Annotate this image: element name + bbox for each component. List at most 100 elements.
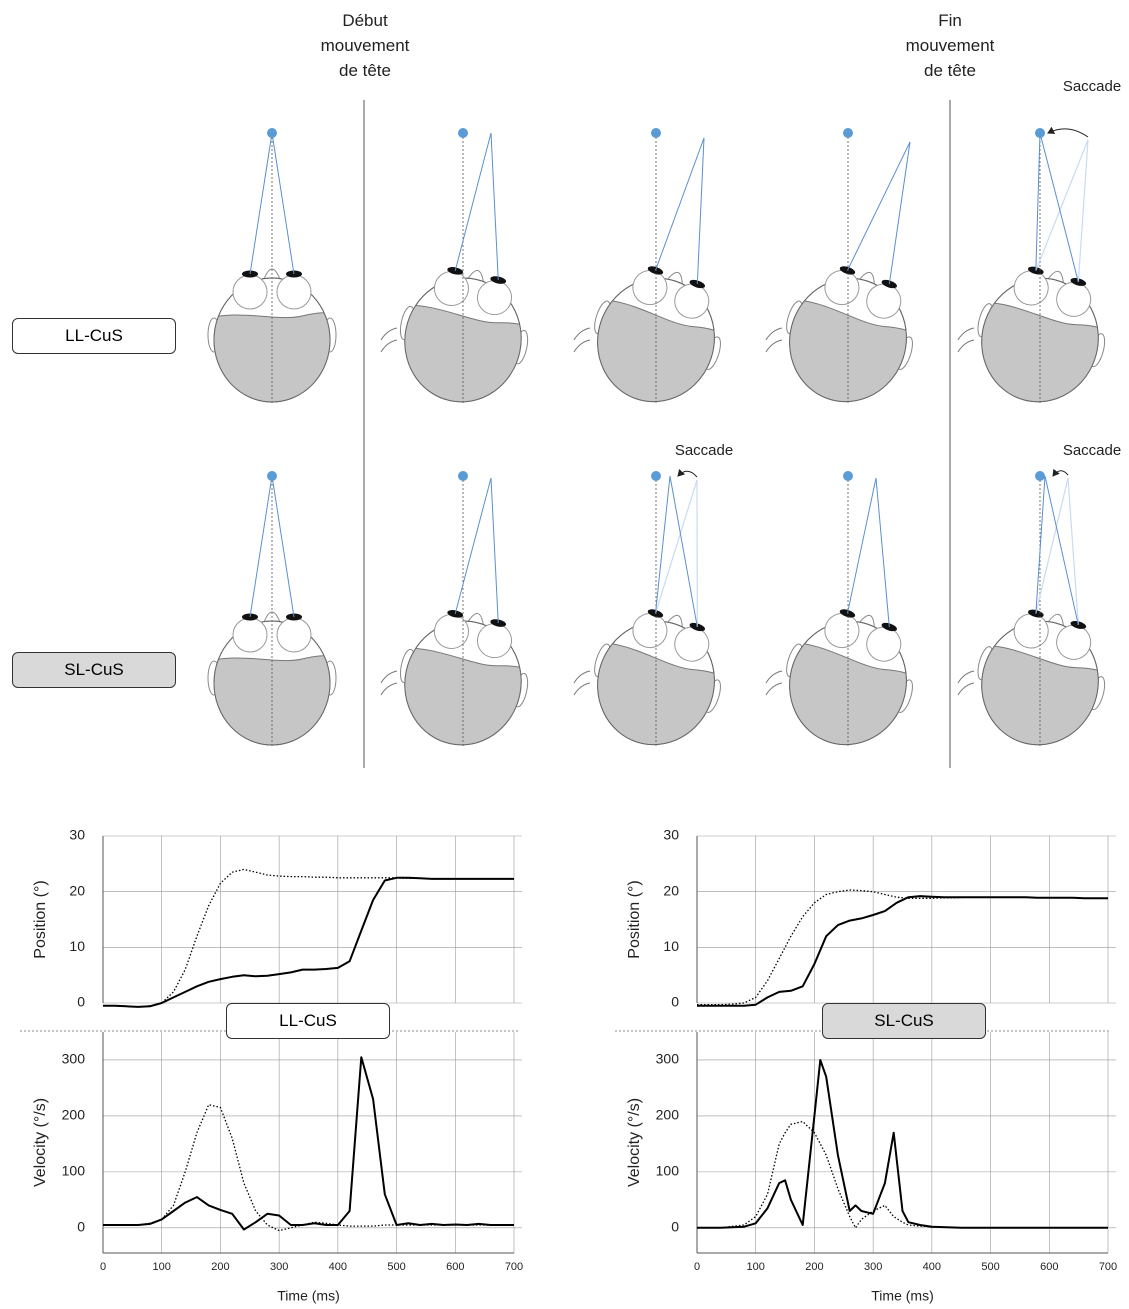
x-tick-label: 0 [694,1261,700,1273]
head [967,609,1113,758]
x-tick-label: 600 [1040,1261,1058,1273]
gaze-line [669,475,698,628]
x-tick-label: 500 [981,1261,999,1273]
x-tick-label: 100 [747,1261,765,1273]
y-tick-label: 30 [69,827,85,843]
x-tick-label: 400 [923,1261,941,1273]
y-axis-label: Position (°) [626,880,643,958]
motion-line [765,327,783,341]
condition-box: SL-CuS [12,652,176,688]
y-tick-label: 30 [663,827,679,843]
series-line [103,876,514,1008]
head-outline [404,277,522,403]
gaze-line [696,137,705,285]
motion-line [573,682,591,696]
y-tick-label: 100 [62,1163,86,1179]
y-tick-label: 200 [656,1107,680,1123]
motion-line [380,682,398,696]
gaze-line [846,477,877,614]
gaze-line [271,475,295,618]
head-outline [789,620,907,746]
y-tick-label: 20 [663,882,679,898]
y-tick-label: 100 [656,1163,680,1179]
gaze-faded [1035,477,1069,614]
y-tick-label: 10 [69,938,85,954]
gaze-line [875,477,890,628]
gaze-line [655,137,705,271]
eye [276,617,312,653]
gaze-faded [1067,477,1079,625]
target [843,471,853,481]
gaze-line [1044,475,1079,626]
saccade-arrow [677,468,698,478]
phase-label: Fin mouvement de tête [905,11,995,80]
motion-line [380,327,398,341]
motion-line [957,339,975,353]
saccade-label: Saccade [1062,442,1122,459]
motion-line [573,339,591,353]
y-axis-label: Velocity (°/s) [626,1098,643,1187]
gaze-line [249,475,273,618]
phase-label: Début mouvement de tête [320,11,410,80]
gaze-faded [654,479,698,614]
motion-line [573,327,591,341]
gaze-line [454,132,492,271]
target [651,128,661,138]
head [967,266,1113,415]
x-tick-label: 400 [329,1261,347,1273]
x-tick-label: 200 [211,1261,229,1273]
x-tick-label: 300 [270,1261,288,1273]
motion-line [380,670,398,684]
motion-line [957,327,975,341]
x-tick-label: 300 [864,1261,882,1273]
head-outline [981,277,1099,403]
y-axis-label: Position (°) [32,880,49,958]
target [1035,128,1045,138]
motion-line [380,339,398,353]
saccade-label: Saccade [674,442,734,459]
target [267,128,277,138]
x-tick-label: 700 [505,1261,523,1273]
gaze-line [888,141,911,285]
panel-label: LL-CuS [226,1003,390,1039]
y-tick-label: 0 [77,1219,85,1235]
gaze-line [847,141,911,271]
eye [232,274,268,310]
y-tick-label: 300 [62,1051,86,1067]
condition-box: LL-CuS [12,318,176,354]
x-axis-label: Time (ms) [277,1288,339,1304]
y-tick-label: 300 [656,1051,680,1067]
gaze-line [249,132,273,275]
x-tick-label: 700 [1099,1261,1117,1273]
gaze-line [490,477,499,624]
target [267,471,277,481]
panel-label: SL-CuS [822,1003,986,1039]
y-tick-label: 10 [663,938,679,954]
series-line [103,1104,514,1232]
y-tick-label: 200 [62,1107,86,1123]
gaze-line [490,132,499,281]
head-outline [404,620,522,746]
x-axis-label: Time (ms) [871,1288,933,1304]
eye [276,274,312,310]
x-tick-label: 0 [100,1261,106,1273]
x-tick-label: 200 [805,1261,823,1273]
saccade-arrow [1052,468,1069,477]
motion-line [957,682,975,696]
target [843,128,853,138]
target [651,471,661,481]
motion-line [765,682,783,696]
gaze-line [271,132,295,275]
x-tick-label: 600 [446,1261,464,1273]
x-tick-label: 100 [153,1261,171,1273]
y-tick-label: 0 [671,1219,679,1235]
motion-line [957,670,975,684]
series-line [103,1056,514,1231]
series-line [103,868,514,1008]
motion-line [765,670,783,684]
motion-line [765,339,783,353]
head-outline [981,620,1099,746]
saccade-label: Saccade [1062,78,1122,95]
gaze-line [454,477,492,614]
